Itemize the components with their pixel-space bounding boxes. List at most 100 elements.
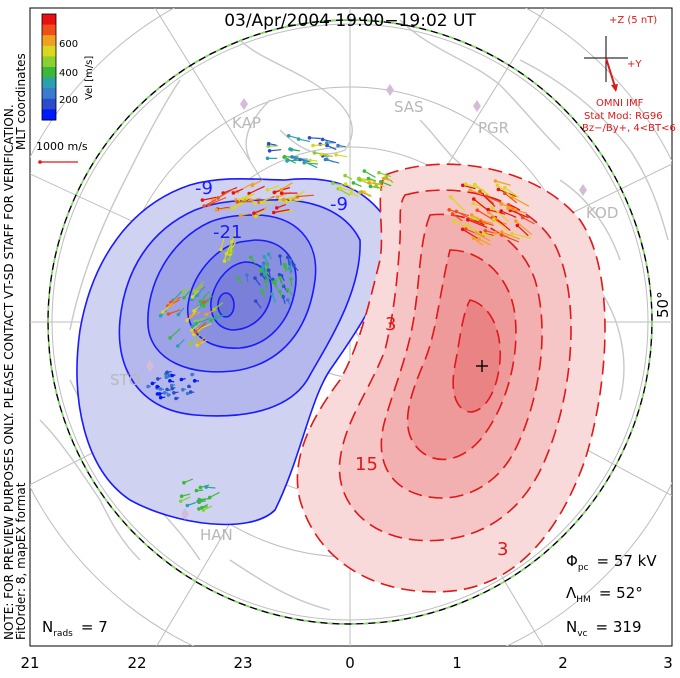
mlt-axis: 21 22 23 0 1 2 3	[20, 654, 672, 672]
colorbar-ticks: 200 400 600	[59, 39, 78, 106]
velocity-vector-origin	[186, 392, 190, 396]
contour-label-neg9-right: -9	[330, 194, 348, 215]
velocity-vector-origin	[268, 149, 272, 153]
velocity-vector-origin	[285, 200, 289, 204]
mlt-tick-22: 22	[127, 654, 146, 672]
contour-label-3-top: 3	[385, 314, 396, 335]
velocity-vector-origin	[311, 144, 315, 148]
velocity-vector-origin	[155, 385, 159, 389]
velocity-vector-origin	[215, 208, 219, 212]
velocity-vector-origin	[193, 379, 197, 383]
velocity-vector-origin	[190, 328, 194, 332]
velocity-vector-origin	[199, 486, 203, 490]
colorbar-swatch	[42, 35, 56, 46]
colorbar-tick-400: 400	[59, 68, 78, 79]
velocity-vector-origin	[521, 216, 525, 220]
velocity-vector-origin	[239, 214, 243, 218]
colorbar-swatch	[42, 25, 56, 36]
colorbar-swatch	[42, 14, 56, 25]
velocity-vector-origin	[286, 298, 290, 302]
velocity-vector-origin	[464, 227, 468, 231]
velocity-vector-origin	[379, 180, 383, 184]
imf-condition: Bz−/By+, 4<BT<6	[582, 123, 676, 134]
velocity-vector-origin	[479, 220, 483, 224]
velocity-vector-origin	[185, 319, 189, 323]
mlt-tick-23: 23	[233, 654, 252, 672]
velocity-vector-origin	[285, 159, 289, 163]
velocity-vector-origin	[338, 187, 342, 191]
velocity-vector-origin	[461, 228, 465, 232]
velocity-vector-origin	[186, 504, 190, 508]
velocity-vector-origin	[214, 316, 218, 320]
velocity-vector-origin	[254, 215, 258, 219]
velocity-vector-origin	[233, 205, 237, 209]
velocity-vector-origin	[369, 185, 373, 189]
velocity-vector-origin	[216, 196, 220, 200]
station-label-sto: STO	[110, 371, 141, 389]
velocity-vector-origin	[170, 384, 174, 388]
colorbar-swatch	[42, 78, 56, 89]
velocity-vector-origin	[169, 303, 173, 307]
velocity-vector-origin	[331, 181, 335, 185]
velocity-vector-origin	[170, 374, 174, 378]
ref-vector-label: 1000 m/s	[36, 140, 88, 153]
velocity-vector-origin	[289, 277, 293, 281]
velocity-vector-origin	[503, 192, 507, 196]
station-label-pgr: PGR	[478, 119, 509, 137]
velocity-vector-origin	[451, 212, 455, 216]
velocity-vector-origin	[367, 177, 371, 181]
velocity-vector-origin	[195, 322, 199, 326]
velocity-vector-origin	[468, 188, 472, 192]
mlt-tick-1: 1	[452, 654, 462, 672]
velocity-vector-origin	[280, 191, 284, 195]
station-label-kap: KAP	[232, 114, 261, 132]
velocity-vector-origin	[187, 385, 191, 389]
velocity-vector-origin	[189, 315, 193, 319]
velocity-vector-origin	[266, 188, 270, 192]
velocity-vector-origin	[172, 391, 176, 395]
velocity-vector-origin	[249, 255, 253, 259]
velocity-vector-origin	[235, 200, 239, 204]
velocity-vector-origin	[289, 197, 293, 201]
velocity-vector-origin	[476, 208, 480, 212]
velocity-vector-origin	[470, 213, 474, 217]
velocity-vector-origin	[473, 183, 477, 187]
imf-model: Stat Mod: RG96	[584, 111, 663, 122]
velocity-vector-origin	[254, 299, 258, 303]
velocity-vector-origin	[290, 155, 294, 159]
velocity-vector-origin	[280, 188, 284, 192]
velocity-vector-origin	[232, 191, 236, 195]
imf-y-label: +Y	[627, 59, 642, 70]
velocity-vector-origin	[262, 255, 266, 259]
coords-label: MLT coordinates	[14, 53, 28, 150]
velocity-vector-origin	[179, 499, 183, 503]
velocity-vector-origin	[493, 231, 497, 235]
velocity-vector-origin	[510, 232, 514, 236]
contour-label-15: 15	[355, 454, 378, 475]
velocity-vector-origin	[177, 313, 181, 317]
velocity-vector-origin	[176, 344, 180, 348]
velocity-vector-origin	[500, 230, 504, 234]
velocity-vector-origin	[271, 281, 275, 285]
station-label-kod: KOD	[586, 204, 618, 222]
velocity-vector-origin	[374, 184, 378, 188]
velocity-vector-origin	[219, 248, 223, 252]
velocity-vector-origin	[449, 195, 453, 199]
velocity-vector-origin	[209, 319, 213, 323]
velocity-vector-origin	[334, 153, 338, 157]
velocity-vector-origin	[270, 292, 274, 296]
velocity-vector-origin	[168, 336, 172, 340]
velocity-vector-origin	[207, 203, 211, 207]
contour-label-3-bottom: 3	[497, 539, 508, 560]
velocity-vector-origin	[188, 342, 192, 346]
velocity-vector-origin	[174, 397, 178, 401]
fit-order-note: FitOrder: 8, mapEX format	[14, 482, 28, 640]
velocity-vector-origin	[278, 199, 282, 203]
velocity-vector-origin	[288, 266, 292, 270]
velocity-vector-origin	[514, 219, 518, 223]
velocity-vector-origin	[286, 255, 290, 259]
mlt-tick-21: 21	[20, 654, 39, 672]
velocity-vector-origin	[487, 211, 491, 215]
velocity-vector-origin	[267, 252, 271, 256]
velocity-vector-origin	[455, 210, 459, 214]
